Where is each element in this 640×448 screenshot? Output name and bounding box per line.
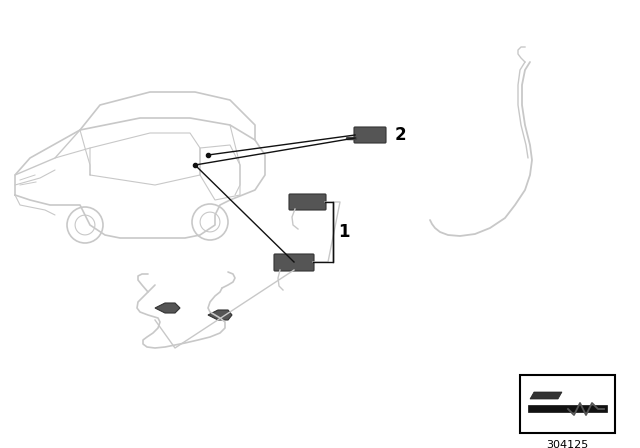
Polygon shape bbox=[155, 303, 180, 313]
FancyBboxPatch shape bbox=[354, 127, 386, 143]
Text: 1: 1 bbox=[338, 223, 349, 241]
Bar bbox=[520, 375, 615, 433]
Text: 304125: 304125 bbox=[546, 440, 588, 448]
Polygon shape bbox=[530, 392, 562, 399]
Polygon shape bbox=[208, 310, 232, 320]
Text: 2: 2 bbox=[395, 126, 406, 144]
FancyBboxPatch shape bbox=[289, 194, 326, 210]
FancyBboxPatch shape bbox=[274, 254, 314, 271]
Bar bbox=[528, 405, 607, 412]
